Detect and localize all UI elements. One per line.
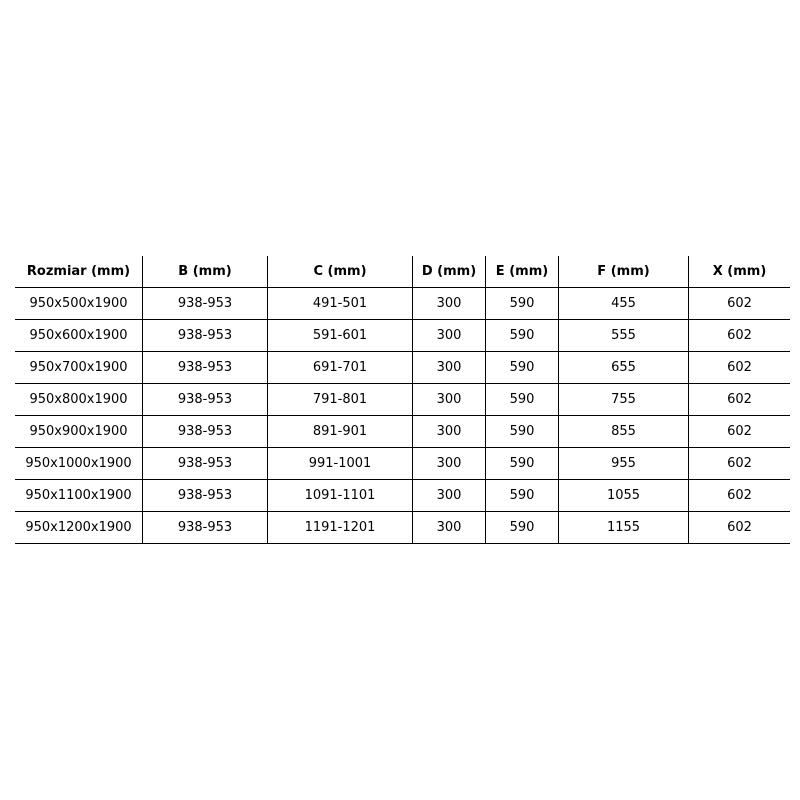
table-cell: 590	[485, 479, 559, 512]
column-header: F (mm)	[558, 256, 689, 288]
table-cell: 938-953	[142, 447, 268, 480]
table-cell: 590	[485, 287, 559, 320]
table-cell: 602	[688, 447, 790, 480]
table-cell: 1055	[558, 479, 689, 512]
table-cell: 602	[688, 319, 790, 352]
header-row: Rozmiar (mm) B (mm) C (mm) D (mm) E (mm) F (m…	[15, 256, 790, 288]
table-cell: 938-953	[142, 287, 268, 320]
table-cell: 300	[412, 479, 486, 512]
table-cell: 300	[412, 287, 486, 320]
column-header: E (mm)	[485, 256, 559, 288]
table-cell: 655	[558, 351, 689, 384]
table-row: 950x900x1900 938-953 891-901 300 590 855 602	[15, 415, 790, 448]
table-cell: 602	[688, 351, 790, 384]
table-cell: 691-701	[267, 351, 413, 384]
table-row: 950x500x1900 938-953 491-501 300 590 455 602	[15, 287, 790, 320]
table-cell: 938-953	[142, 415, 268, 448]
table-cell: 300	[412, 511, 486, 544]
table-cell: 891-901	[267, 415, 413, 448]
column-header: Rozmiar (mm)	[15, 256, 143, 288]
table-row: 950x1000x1900 938-953 991-1001 300 590 955 602	[15, 447, 790, 480]
table-cell: 590	[485, 415, 559, 448]
table-cell: 855	[558, 415, 689, 448]
table-cell: 300	[412, 383, 486, 416]
table-cell: 938-953	[142, 351, 268, 384]
table-cell: 950x1000x1900	[15, 447, 143, 480]
table-row: 950x1100x1900 938-953 1091-1101 300 590 1055 6…	[15, 479, 790, 512]
table-cell: 755	[558, 383, 689, 416]
table-cell: 950x800x1900	[15, 383, 143, 416]
column-header: C (mm)	[267, 256, 413, 288]
table-cell: 938-953	[142, 511, 268, 544]
table-cell: 950x1200x1900	[15, 511, 143, 544]
dimensions-table: Rozmiar (mm) B (mm) C (mm) D (mm) E (mm) F (m…	[15, 256, 790, 544]
table-cell: 791-801	[267, 383, 413, 416]
table-cell: 1155	[558, 511, 689, 544]
table-cell: 938-953	[142, 319, 268, 352]
table-cell: 602	[688, 287, 790, 320]
table-cell: 602	[688, 383, 790, 416]
table-row: 950x800x1900 938-953 791-801 300 590 755 602	[15, 383, 790, 416]
table-cell: 300	[412, 447, 486, 480]
table-cell: 1091-1101	[267, 479, 413, 512]
table-cell: 938-953	[142, 383, 268, 416]
table-cell: 602	[688, 479, 790, 512]
table-cell: 991-1001	[267, 447, 413, 480]
table-cell: 938-953	[142, 479, 268, 512]
table-row: 950x700x1900 938-953 691-701 300 590 655 602	[15, 351, 790, 384]
table-row: 950x600x1900 938-953 591-601 300 590 555 602	[15, 319, 790, 352]
table-cell: 590	[485, 511, 559, 544]
table-cell: 590	[485, 319, 559, 352]
table-cell: 602	[688, 415, 790, 448]
table-cell: 590	[485, 447, 559, 480]
table-cell: 590	[485, 383, 559, 416]
table-cell: 602	[688, 511, 790, 544]
table-cell: 455	[558, 287, 689, 320]
table-cell: 300	[412, 351, 486, 384]
table-cell: 950x500x1900	[15, 287, 143, 320]
table-cell: 950x1100x1900	[15, 479, 143, 512]
column-header: D (mm)	[412, 256, 486, 288]
table-row: 950x1200x1900 938-953 1191-1201 300 590 1155 6…	[15, 511, 790, 544]
table-cell: 300	[412, 415, 486, 448]
table-cell: 950x600x1900	[15, 319, 143, 352]
table-cell: 955	[558, 447, 689, 480]
table-cell: 300	[412, 319, 486, 352]
table-cell: 555	[558, 319, 689, 352]
column-header: B (mm)	[142, 256, 268, 288]
table-cell: 591-601	[267, 319, 413, 352]
table-cell: 1191-1201	[267, 511, 413, 544]
table-cell: 950x900x1900	[15, 415, 143, 448]
table-cell: 491-501	[267, 287, 413, 320]
table-cell: 950x700x1900	[15, 351, 143, 384]
column-header: X (mm)	[688, 256, 790, 288]
table-cell: 590	[485, 351, 559, 384]
